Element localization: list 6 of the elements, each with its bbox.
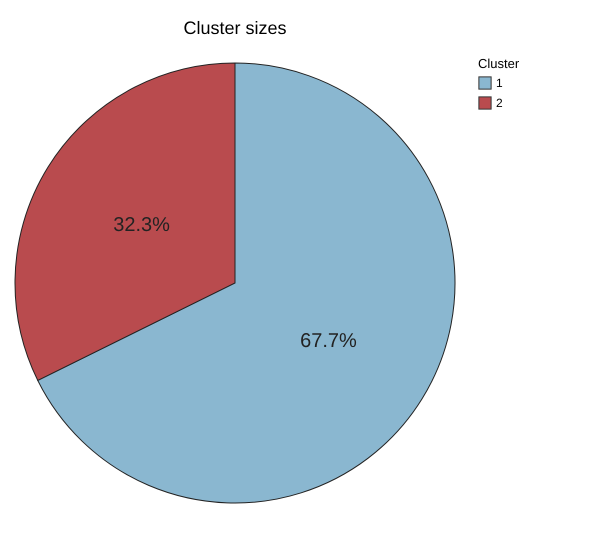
legend-title: Cluster — [478, 56, 520, 71]
chart-title: Cluster sizes — [183, 18, 287, 38]
legend-label: 2 — [496, 96, 503, 110]
legend-label: 1 — [496, 76, 503, 90]
data-label: 32.3% — [113, 214, 170, 236]
data-label: 67.7% — [300, 330, 357, 352]
